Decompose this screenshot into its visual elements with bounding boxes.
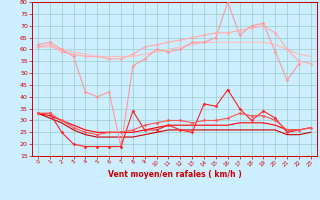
X-axis label: Vent moyen/en rafales ( km/h ): Vent moyen/en rafales ( km/h ) xyxy=(108,170,241,179)
